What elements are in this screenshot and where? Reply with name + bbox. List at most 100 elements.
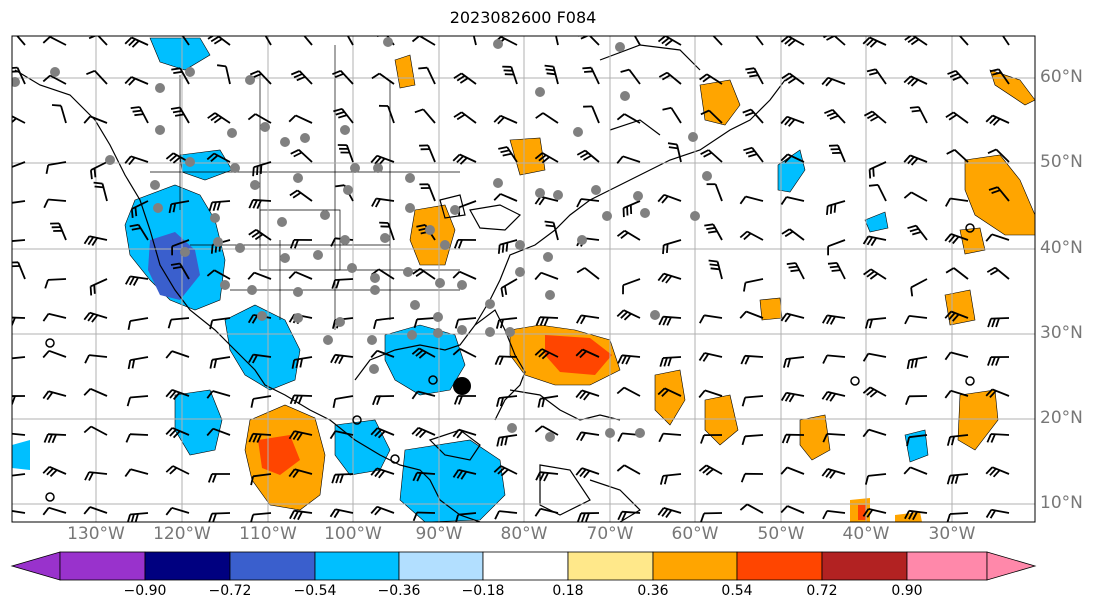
- wind-barb: [346, 36, 354, 46]
- wind-barb-feather: [617, 511, 623, 521]
- wind-barb-feather: [93, 168, 97, 178]
- wind-barb-feather: [494, 356, 500, 365]
- wind-barb-feather: [625, 355, 631, 365]
- wind-barb-feather: [788, 393, 795, 403]
- wind-barb: [12, 239, 26, 242]
- wind-barb-feather: [989, 68, 999, 73]
- wind-barb-feather: [912, 511, 918, 521]
- wind-barb: [755, 36, 764, 46]
- wind-barb: [58, 223, 67, 241]
- wind-barb-feather: [739, 230, 748, 239]
- wind-barb-feather: [948, 312, 956, 321]
- wind-barb-feather: [950, 436, 955, 446]
- wind-barb-feather: [829, 114, 839, 120]
- wind-barb-feather: [91, 237, 98, 246]
- wind-barb-feather: [83, 312, 91, 321]
- wind-barb-feather: [985, 233, 993, 242]
- wind-barb-feather: [821, 391, 829, 400]
- wind-barb-feather: [493, 193, 502, 201]
- wind-barb-feather: [456, 430, 464, 439]
- wind-barb-feather: [948, 32, 956, 35]
- wind-barb: [744, 354, 764, 358]
- wind-barb-feather: [463, 26, 472, 27]
- wind-barb-feather: [784, 393, 791, 402]
- wind-barb-feather: [701, 36, 702, 37]
- wind-barb-feather: [293, 510, 299, 520]
- wind-barb: [827, 468, 846, 475]
- wind-barb: [707, 149, 723, 163]
- wind-barb-feather: [375, 31, 384, 33]
- wind-barb-feather: [297, 511, 303, 521]
- wind-barb-feather: [370, 155, 378, 164]
- wind-barb: [49, 74, 67, 85]
- wind-barb-feather: [12, 66, 18, 69]
- wind-barb: [909, 466, 928, 475]
- wind-barb-feather: [785, 434, 791, 444]
- wind-barb-feather: [289, 510, 295, 520]
- wind-barb-feather: [213, 38, 223, 45]
- wind-barb-feather: [787, 39, 796, 47]
- wind-barb: [253, 271, 272, 280]
- wind-barb-feather: [541, 397, 546, 408]
- positive-anomaly-regions: [244, 54, 1035, 522]
- wind-barb-feather: [661, 37, 670, 45]
- wind-barb-feather: [666, 243, 669, 253]
- wind-barb-feather: [207, 36, 215, 40]
- lon-label: 50°W: [757, 524, 805, 544]
- wind-barb-feather: [371, 72, 380, 80]
- wind-barb-feather: [700, 149, 710, 155]
- wind-barb-feather: [335, 29, 344, 30]
- wind-barb-feather: [464, 30, 473, 31]
- wind-barb-feather: [657, 507, 665, 516]
- wind-barb: [827, 314, 846, 319]
- wind-barb-feather: [666, 316, 672, 326]
- wind-barb: [387, 105, 395, 124]
- wind-barb-feather: [539, 317, 545, 327]
- wind-barb-feather: [93, 181, 103, 185]
- wind-barb-feather: [944, 233, 952, 242]
- wind-barb: [714, 183, 723, 202]
- wind-barb-feather: [833, 203, 837, 213]
- wind-barb-feather: [534, 508, 542, 517]
- colorbar-segment: [821, 551, 908, 581]
- wind-barb-feather: [826, 111, 836, 117]
- wind-barb-feather: [944, 351, 952, 361]
- wind-barb-feather: [51, 434, 57, 444]
- wind-barb-feather: [171, 67, 181, 71]
- wind-barb-feather: [781, 434, 787, 444]
- wind-barb: [500, 36, 518, 46]
- wind-barb-feather: [252, 167, 255, 177]
- wind-barb: [581, 198, 600, 202]
- wind-barb: [459, 270, 477, 280]
- wind-barb-feather: [44, 279, 49, 289]
- wind-barb-feather: [3, 433, 7, 441]
- wind-barb-feather: [534, 272, 542, 281]
- wind-barb: [588, 36, 600, 46]
- wind-barb: [952, 111, 969, 124]
- wind-barb-feather: [740, 473, 746, 483]
- wind-barb-feather: [374, 429, 382, 437]
- wind-barb-feather: [905, 395, 910, 406]
- wind-barb-feather: [866, 236, 874, 246]
- colorbar-segment: [652, 551, 738, 581]
- wind-barb-feather: [658, 71, 668, 78]
- graticule: [12, 36, 1035, 522]
- wind-barb-feather: [5, 242, 8, 251]
- wind-barb-feather: [210, 114, 219, 122]
- wind-barb-feather: [247, 271, 255, 280]
- wind-barb: [130, 395, 149, 399]
- wind-barb: [426, 67, 436, 85]
- wind-barb-feather: [944, 310, 952, 319]
- wind-barb-feather: [84, 354, 90, 364]
- wind-barb-feather: [825, 392, 833, 401]
- wind-barb: [868, 473, 887, 477]
- wind-barb-feather: [747, 70, 757, 74]
- wind-barb: [950, 389, 969, 397]
- wind-barb-feather: [784, 117, 792, 126]
- wind-barb-feather: [862, 36, 871, 45]
- wind-barb-feather: [907, 77, 915, 85]
- wind-barb: [541, 152, 559, 163]
- wind-barb: [950, 434, 969, 438]
- wind-barb-feather: [866, 68, 876, 73]
- wind-barb-feather: [412, 512, 418, 522]
